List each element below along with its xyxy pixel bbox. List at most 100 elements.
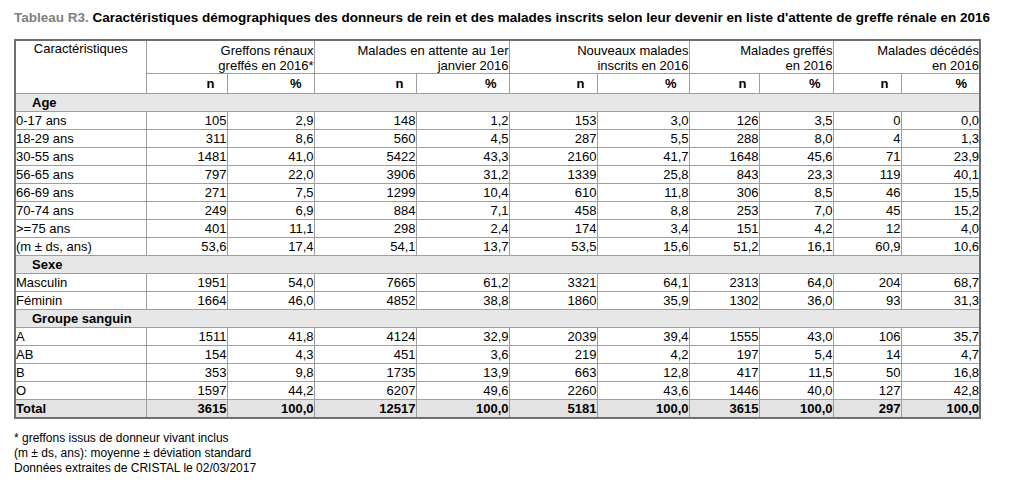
value-pct: 2,9: [227, 112, 314, 130]
group-label-line: Malades décédés: [834, 43, 980, 58]
subheader-row: n % n % n % n % n %: [15, 74, 980, 94]
value-pct: 41,8: [227, 328, 314, 346]
value-n: 7665: [314, 274, 416, 292]
subheader-pct: %: [416, 74, 509, 94]
table-row: 0-17 ans1052,91481,21533,01263,500,0: [15, 112, 980, 130]
table-row: Féminin166446,0485238,8186035,9130236,09…: [15, 292, 980, 310]
value-pct: 42,8: [901, 382, 980, 400]
footnotes: * greffons issus de donneur vivant inclu…: [14, 431, 1012, 476]
value-n: 2313: [689, 274, 759, 292]
value-pct: 25,8: [597, 166, 689, 184]
table-row: 66-69 ans2717,5129910,461011,83068,54615…: [15, 184, 980, 202]
section-label: Groupe sanguin: [15, 310, 980, 328]
value-pct: 11,5: [759, 364, 833, 382]
value-n: 3321: [509, 274, 597, 292]
value-pct: 4,0: [901, 220, 980, 238]
value-pct: 54,0: [227, 274, 314, 292]
value-n: 4852: [314, 292, 416, 310]
subheader-n: n: [833, 74, 901, 94]
section-label: Sexe: [15, 256, 980, 274]
value-pct: 49,6: [416, 382, 509, 400]
section-row: Age: [15, 94, 980, 112]
column-group-malades-decedes: Malades décédés en 2016: [833, 40, 980, 74]
value-n: 1860: [509, 292, 597, 310]
value-n: 663: [509, 364, 597, 382]
value-pct: 7,1: [416, 202, 509, 220]
subheader-n: n: [146, 74, 227, 94]
value-n: 126: [689, 112, 759, 130]
value-pct: 6,9: [227, 202, 314, 220]
value-pct: 23,3: [759, 166, 833, 184]
row-label: A: [15, 328, 146, 346]
total-value-pct: 100,0: [759, 400, 833, 419]
total-value-n: 3615: [689, 400, 759, 419]
value-pct: 11,1: [227, 220, 314, 238]
group-label-line: Malades greffés: [690, 43, 833, 58]
value-n: 2160: [509, 148, 597, 166]
table-row: AB1544,34513,62194,21975,4144,7: [15, 346, 980, 364]
row-label: B: [15, 364, 146, 382]
total-value-pct: 100,0: [901, 400, 980, 419]
footnote-source-cristal: Données extraites de CRISTAL le 02/03/20…: [14, 461, 1012, 476]
value-n: 53,5: [509, 238, 597, 256]
value-n: 401: [146, 220, 227, 238]
value-pct: 8,0: [759, 130, 833, 148]
value-n: 298: [314, 220, 416, 238]
value-pct: 1,2: [416, 112, 509, 130]
value-pct: 5,4: [759, 346, 833, 364]
value-n: 50: [833, 364, 901, 382]
value-n: 219: [509, 346, 597, 364]
value-pct: 9,8: [227, 364, 314, 382]
value-n: 12: [833, 220, 901, 238]
value-pct: 15,5: [901, 184, 980, 202]
value-n: 51,2: [689, 238, 759, 256]
total-value-n: 297: [833, 400, 901, 419]
value-n: 1555: [689, 328, 759, 346]
value-pct: 41,7: [597, 148, 689, 166]
value-pct: 35,9: [597, 292, 689, 310]
total-row: Total3615100,012517100,05181100,03615100…: [15, 400, 980, 419]
value-n: 105: [146, 112, 227, 130]
value-pct: 11,8: [597, 184, 689, 202]
value-n: 253: [689, 202, 759, 220]
value-pct: 44,2: [227, 382, 314, 400]
value-n: 287: [509, 130, 597, 148]
value-n: 60,9: [833, 238, 901, 256]
value-n: 797: [146, 166, 227, 184]
value-pct: 15,6: [597, 238, 689, 256]
value-pct: 10,6: [901, 238, 980, 256]
value-pct: 36,0: [759, 292, 833, 310]
value-n: 1446: [689, 382, 759, 400]
value-pct: 45,6: [759, 148, 833, 166]
value-n: 1951: [146, 274, 227, 292]
value-pct: 13,7: [416, 238, 509, 256]
value-pct: 4,2: [759, 220, 833, 238]
value-n: 1299: [314, 184, 416, 202]
value-pct: 4,3: [227, 346, 314, 364]
column-header-caracteristiques: Caractéristiques: [15, 40, 146, 94]
value-pct: 16,1: [759, 238, 833, 256]
value-pct: 5,5: [597, 130, 689, 148]
total-value-pct: 100,0: [597, 400, 689, 419]
table-row: A151141,8412432,9203939,4155543,010635,7: [15, 328, 980, 346]
total-value-pct: 100,0: [416, 400, 509, 419]
value-n: 1339: [509, 166, 597, 184]
value-n: 306: [689, 184, 759, 202]
row-label: 30-55 ans: [15, 148, 146, 166]
section-row: Sexe: [15, 256, 980, 274]
value-n: 4: [833, 130, 901, 148]
value-pct: 3,4: [597, 220, 689, 238]
total-label: Total: [15, 400, 146, 419]
value-pct: 3,6: [416, 346, 509, 364]
column-group-malades-en-attente: Malades en attente au 1er janvier 2016: [314, 40, 509, 74]
section-label: Age: [15, 94, 980, 112]
value-pct: 7,0: [759, 202, 833, 220]
group-header-row: Caractéristiques Greffons rénaux greffés…: [15, 40, 980, 74]
total-value-n: 12517: [314, 400, 416, 419]
demographics-table: Caractéristiques Greffons rénaux greffés…: [14, 39, 981, 419]
value-n: 1648: [689, 148, 759, 166]
table-row: 70-74 ans2496,98847,14588,82537,04515,2: [15, 202, 980, 220]
group-label-line: en 2016: [834, 58, 980, 73]
value-pct: 64,1: [597, 274, 689, 292]
value-n: 0: [833, 112, 901, 130]
